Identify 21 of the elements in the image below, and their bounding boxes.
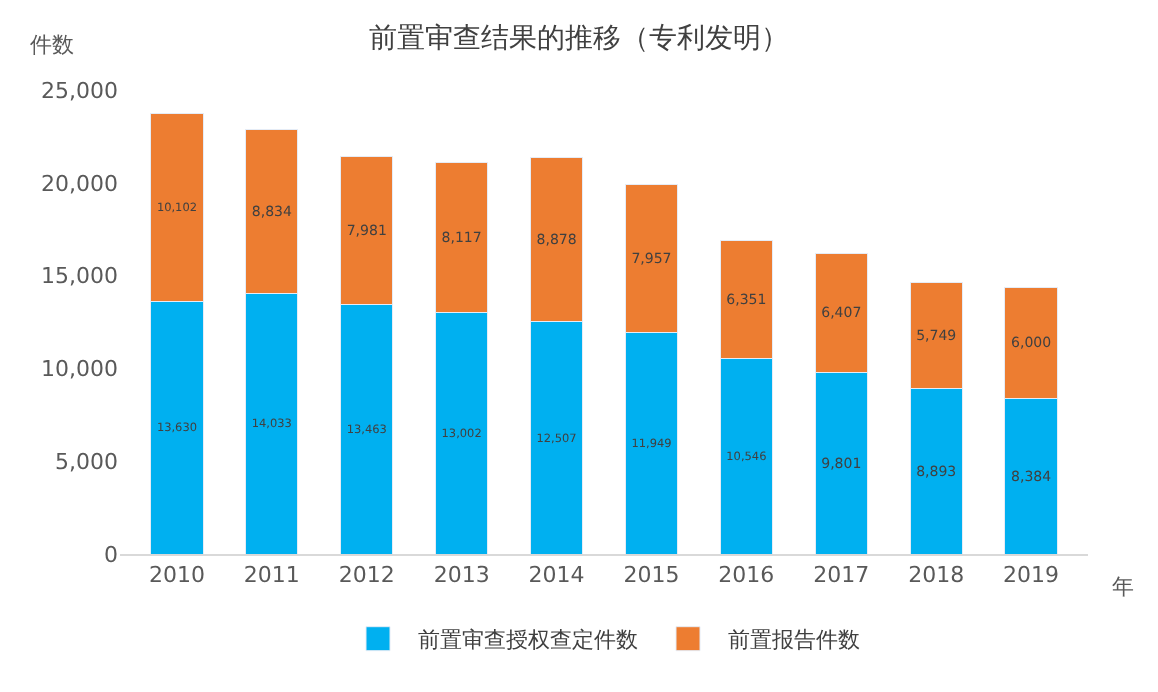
y-tick-label: 10,000 bbox=[41, 356, 118, 383]
x-tick-label: 2018 bbox=[908, 562, 965, 589]
x-tick-label: 2010 bbox=[148, 562, 205, 589]
y-tick-label: 0 bbox=[104, 541, 118, 568]
legend-label: 前置报告件数 bbox=[728, 627, 860, 654]
x-tick-label: 2017 bbox=[813, 562, 870, 589]
x-axis-title: 年 bbox=[1112, 574, 1134, 600]
legend-label: 前置审查授权查定件数 bbox=[418, 627, 638, 654]
x-tick-label: 2013 bbox=[433, 562, 490, 589]
x-tick-label: 2015 bbox=[623, 562, 680, 589]
x-tick-label: 2012 bbox=[338, 562, 395, 589]
x-tick-label: 2011 bbox=[243, 562, 300, 589]
chart-title: 前置审查结果的推移（专利发明） bbox=[369, 23, 789, 56]
x-tick-label: 2016 bbox=[718, 562, 775, 589]
y-tick-label: 5,000 bbox=[55, 448, 118, 475]
y-tick-label: 15,000 bbox=[41, 263, 118, 290]
y-tick-label: 20,000 bbox=[41, 170, 118, 197]
x-tick-label: 2019 bbox=[1003, 562, 1060, 589]
y-tick-label: 25,000 bbox=[41, 77, 118, 104]
x-tick-label: 2014 bbox=[528, 562, 585, 589]
y-axis-title: 件数 bbox=[30, 32, 74, 58]
